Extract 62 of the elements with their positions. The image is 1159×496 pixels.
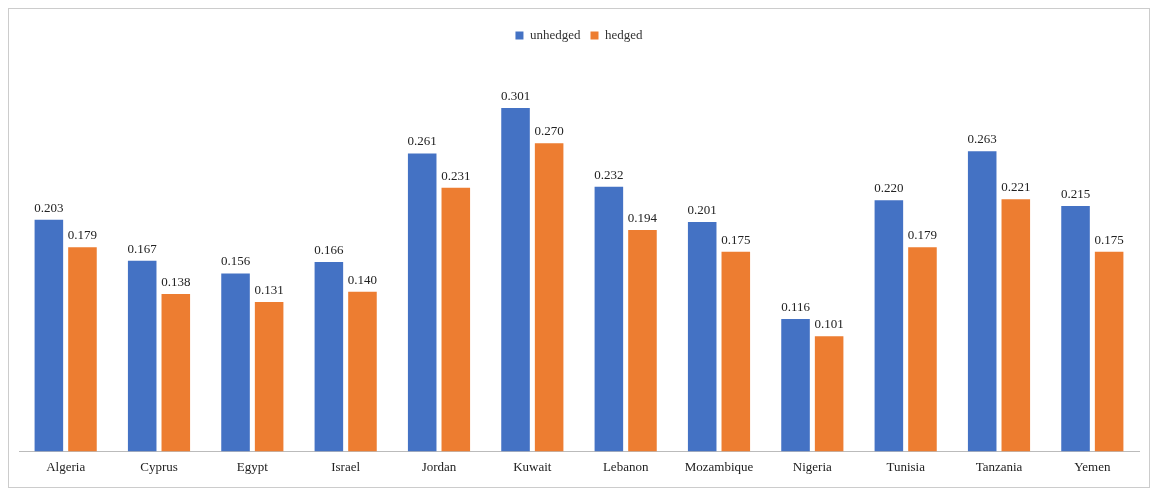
bar bbox=[908, 247, 937, 452]
legend-label: unhedged bbox=[529, 26, 581, 42]
x-tick-label: Egypt bbox=[236, 458, 269, 474]
bar bbox=[161, 293, 191, 452]
x-tick-label: Israel bbox=[331, 458, 361, 474]
data-label: 0.231 bbox=[441, 167, 471, 183]
data-label: 0.131 bbox=[254, 281, 284, 297]
x-tick-label: Algeria bbox=[46, 458, 86, 474]
data-label: 0.167 bbox=[127, 240, 158, 256]
bar bbox=[967, 151, 997, 452]
bar bbox=[127, 260, 157, 452]
data-label: 0.232 bbox=[594, 166, 624, 182]
data-label: 0.270 bbox=[534, 123, 564, 139]
bar bbox=[1001, 199, 1031, 452]
x-tick-label: Kuwait bbox=[513, 458, 552, 474]
data-label: 0.220 bbox=[874, 180, 904, 196]
x-tick-label: Tanzania bbox=[975, 458, 1023, 474]
data-label: 0.179 bbox=[907, 227, 938, 243]
data-label: 0.166 bbox=[314, 241, 344, 257]
bar bbox=[1061, 206, 1090, 452]
bar bbox=[1094, 251, 1124, 452]
bar bbox=[314, 261, 344, 452]
bar bbox=[781, 319, 810, 452]
bar bbox=[348, 291, 377, 452]
bar bbox=[814, 336, 844, 452]
x-tick-label: Tunisia bbox=[886, 458, 926, 474]
data-label: 0.116 bbox=[781, 298, 811, 314]
data-label: 0.301 bbox=[500, 87, 531, 103]
data-label: 0.179 bbox=[67, 227, 98, 243]
legend-label: hedged bbox=[605, 26, 644, 42]
data-label: 0.140 bbox=[347, 271, 378, 287]
data-label: 0.175 bbox=[721, 231, 751, 247]
bar bbox=[441, 187, 471, 452]
bar bbox=[34, 219, 64, 452]
bar bbox=[721, 251, 751, 452]
bar bbox=[501, 107, 530, 452]
bar bbox=[874, 200, 904, 452]
bar bbox=[594, 186, 624, 452]
data-label: 0.138 bbox=[161, 273, 191, 289]
bar bbox=[534, 143, 564, 452]
bar bbox=[254, 301, 284, 452]
x-tick-label: Nigeria bbox=[792, 458, 833, 474]
data-label: 0.221 bbox=[1001, 179, 1031, 195]
x-tick-label: Lebanon bbox=[602, 458, 649, 474]
data-label: 0.194 bbox=[627, 209, 658, 225]
data-label: 0.156 bbox=[220, 253, 251, 269]
bar bbox=[407, 153, 437, 452]
x-tick-label: Jordan bbox=[421, 458, 457, 474]
data-label: 0.203 bbox=[34, 199, 64, 215]
bar bbox=[628, 230, 657, 452]
data-label: 0.201 bbox=[687, 201, 717, 217]
x-tick-label: Mozambique bbox=[684, 458, 754, 474]
data-label: 0.101 bbox=[814, 316, 844, 332]
data-label: 0.175 bbox=[1094, 231, 1124, 247]
bar bbox=[68, 247, 97, 452]
bar bbox=[687, 222, 717, 452]
x-tick-label: Yemen bbox=[1074, 458, 1111, 474]
x-tick-label: Cyprus bbox=[140, 458, 178, 474]
data-label: 0.263 bbox=[967, 131, 997, 147]
data-label: 0.261 bbox=[407, 133, 437, 149]
data-label: 0.215 bbox=[1060, 185, 1091, 201]
bar bbox=[221, 273, 250, 452]
